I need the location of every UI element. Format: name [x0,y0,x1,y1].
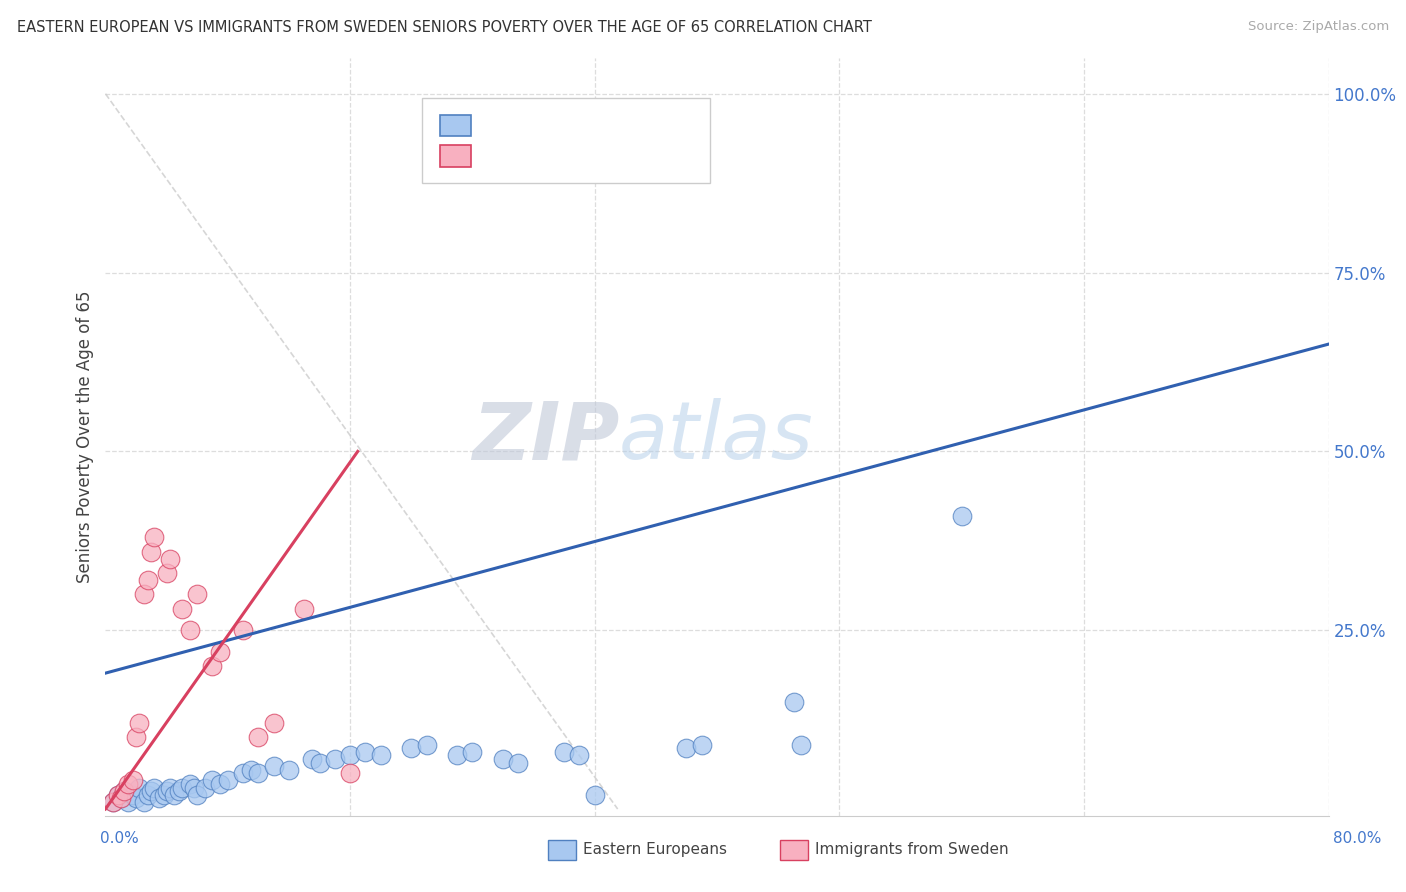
Point [492,752,515,766]
Text: 0.0%: 0.0% [100,831,139,846]
Point [399,741,422,756]
Point [155,784,177,798]
Point [201,659,224,673]
Text: 24: 24 [628,147,652,165]
Point [690,738,713,752]
Text: R =: R = [479,147,516,165]
Text: Immigrants from Sweden: Immigrants from Sweden [815,842,1010,856]
Point [170,780,193,795]
Point [194,780,217,795]
Point [159,780,181,795]
Point [107,788,129,802]
Point [186,788,208,802]
Text: Source: ZipAtlas.com: Source: ZipAtlas.com [1249,20,1389,33]
Point [370,748,392,763]
Point [110,791,132,805]
Point [232,624,254,638]
Text: 80.0%: 80.0% [1333,831,1381,846]
Point [132,795,155,809]
Point [152,788,174,802]
Text: 51: 51 [628,117,651,135]
Point [354,745,377,759]
Point [247,766,270,780]
Point [217,773,239,788]
Text: EASTERN EUROPEAN VS IMMIGRANTS FROM SWEDEN SENIORS POVERTY OVER THE AGE OF 65 CO: EASTERN EUROPEAN VS IMMIGRANTS FROM SWED… [17,20,872,35]
Point [167,784,190,798]
Point [508,756,530,770]
Point [553,745,575,759]
Point [323,752,346,766]
Point [186,587,208,601]
Point [209,645,232,659]
Text: N =: N = [575,147,623,165]
Text: atlas: atlas [619,398,814,476]
Point [128,716,150,731]
Point [141,784,163,798]
Text: 0.716: 0.716 [522,117,574,135]
Point [110,791,132,805]
Point [128,780,150,795]
Text: R =: R = [479,117,516,135]
Point [101,795,124,809]
Point [112,784,135,798]
Point [308,756,330,770]
Point [141,544,163,558]
Point [446,748,468,763]
Point [179,777,201,791]
Point [117,795,139,809]
Point [950,508,973,523]
Point [148,791,170,805]
Point [136,788,159,802]
Point [583,788,606,802]
Point [143,530,166,544]
Point [339,766,361,780]
Point [339,748,361,763]
Point [143,780,166,795]
Point [112,784,135,798]
Y-axis label: Seniors Poverty Over the Age of 65: Seniors Poverty Over the Age of 65 [76,291,94,583]
Point [155,566,177,580]
Point [122,773,145,788]
Point [117,777,139,791]
Point [125,731,148,745]
Point [782,695,804,709]
Point [415,738,437,752]
Text: Eastern Europeans: Eastern Europeans [583,842,727,856]
Point [461,745,484,759]
Point [568,748,591,763]
Point [263,716,285,731]
Point [263,759,285,773]
Text: N =: N = [575,117,623,135]
Point [247,731,270,745]
Point [277,763,299,777]
Point [159,551,181,566]
Point [209,777,232,791]
Point [179,624,201,638]
Point [125,791,148,805]
Point [170,601,193,615]
Text: ZIP: ZIP [472,398,619,476]
Point [136,573,159,587]
Point [122,788,145,802]
Point [107,788,129,802]
Point [132,587,155,601]
Point [292,601,315,615]
Point [163,788,186,802]
Point [232,766,254,780]
Point [301,752,323,766]
Point [101,795,124,809]
Point [201,773,224,788]
Point [790,738,813,752]
Point [239,763,262,777]
Point [183,780,205,795]
Point [675,741,697,756]
Text: 0.548: 0.548 [522,147,574,165]
